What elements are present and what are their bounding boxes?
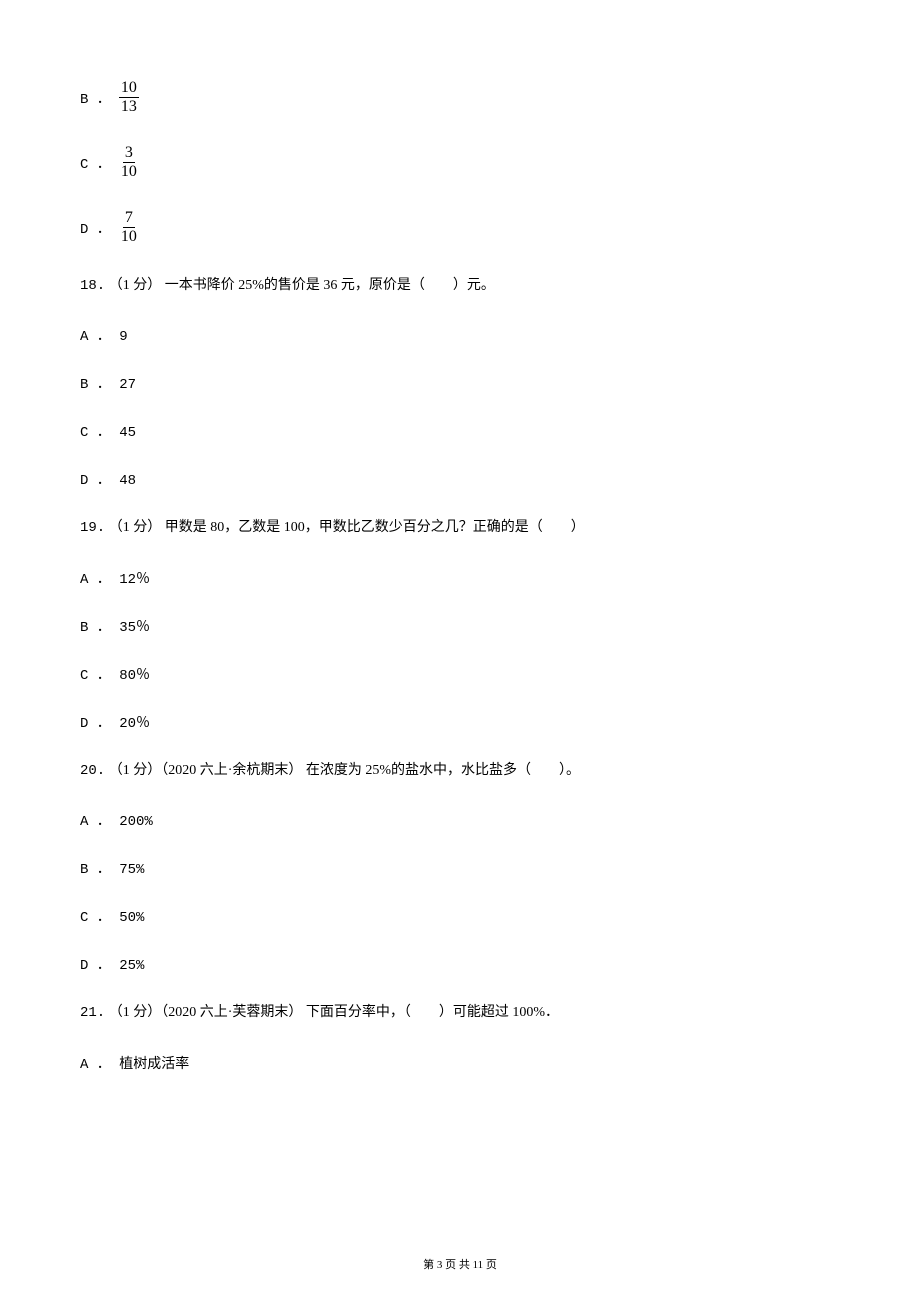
- fraction: 7 10: [119, 210, 139, 245]
- option-value: 25%: [119, 958, 144, 974]
- fraction-numerator: 7: [123, 210, 135, 228]
- option-label: C ．: [80, 668, 111, 684]
- option-c: C ． 45: [80, 421, 840, 441]
- question-19: 19. （1 分） 甲数是 80，乙数是 100，甲数比乙数少百分之几？正确的是…: [80, 517, 840, 539]
- option-label: B ．: [80, 862, 111, 878]
- option-a: A ． 植树成活率: [80, 1053, 840, 1073]
- question-meta: （1 分）（2020 六上·芙蓉期末）: [109, 1005, 303, 1020]
- option-a: A ． 200%: [80, 810, 840, 830]
- question-meta: （1 分）: [109, 278, 162, 293]
- fraction-numerator: 10: [119, 80, 139, 98]
- option-value: 80％: [119, 668, 150, 684]
- page-footer: 第 3 页 共 11 页: [0, 1256, 920, 1272]
- option-value: 45: [119, 425, 136, 441]
- option-value: 75%: [119, 862, 144, 878]
- option-label: B ．: [80, 88, 111, 108]
- option-value: 27: [119, 377, 136, 393]
- option-label: B ．: [80, 620, 111, 636]
- option-d: D ． 25%: [80, 954, 840, 974]
- question-18: 18. （1 分） 一本书降价 25%的售价是 36 元，原价是（ ）元。: [80, 275, 840, 297]
- option-label: A ．: [80, 814, 111, 830]
- option-label: D ．: [80, 473, 111, 489]
- option-value: 20％: [119, 716, 150, 732]
- fraction-denominator: 10: [119, 228, 139, 245]
- option-d: D ． 20％: [80, 712, 840, 732]
- question-meta: （1 分）（2020 六上·余杭期末）: [109, 763, 303, 778]
- option-value: 48: [119, 473, 136, 489]
- option-label: D ．: [80, 958, 111, 974]
- question-stem: 下面百分率中，（ ）可能超过 100%．: [306, 1005, 559, 1020]
- question-number: 18.: [80, 278, 105, 294]
- fraction: 3 10: [119, 145, 139, 180]
- option-a: A ． 12％: [80, 568, 840, 588]
- option-value: 50%: [119, 910, 144, 926]
- option-value: 200%: [119, 814, 153, 830]
- option-d: D ． 7 10: [80, 210, 840, 245]
- option-label: D ．: [80, 716, 111, 732]
- option-c: C ． 3 10: [80, 145, 840, 180]
- option-b: B ． 75%: [80, 858, 840, 878]
- option-b: B ． 27: [80, 373, 840, 393]
- option-c: C ． 50%: [80, 906, 840, 926]
- fraction-options-block: B ． 10 13 C ． 3 10 D ． 7 10: [80, 80, 840, 245]
- option-d: D ． 48: [80, 469, 840, 489]
- question-meta: （1 分）: [109, 520, 162, 535]
- question-21: 21. （1 分）（2020 六上·芙蓉期末） 下面百分率中，（ ）可能超过 1…: [80, 1002, 840, 1024]
- option-value: 植树成活率: [119, 1057, 189, 1072]
- question-number: 19.: [80, 520, 105, 536]
- question-stem: 甲数是 80，乙数是 100，甲数比乙数少百分之几？正确的是（ ）: [165, 520, 585, 535]
- option-value: 12％: [119, 572, 150, 588]
- option-label: A ．: [80, 572, 111, 588]
- option-value: 35％: [119, 620, 150, 636]
- fraction: 10 13: [119, 80, 139, 115]
- question-stem: 一本书降价 25%的售价是 36 元，原价是（ ）元。: [165, 278, 495, 293]
- option-label: C ．: [80, 425, 111, 441]
- option-b: B ． 35％: [80, 616, 840, 636]
- option-label: A ．: [80, 329, 111, 345]
- fraction-denominator: 13: [119, 98, 139, 115]
- option-value: 9: [119, 329, 127, 345]
- option-a: A ． 9: [80, 325, 840, 345]
- option-c: C ． 80％: [80, 664, 840, 684]
- fraction-numerator: 3: [123, 145, 135, 163]
- option-label: B ．: [80, 377, 111, 393]
- question-number: 20.: [80, 763, 105, 779]
- question-stem: 在浓度为 25%的盐水中，水比盐多（ ）。: [306, 763, 580, 778]
- question-number: 21.: [80, 1005, 105, 1021]
- option-label: C ．: [80, 910, 111, 926]
- page-container: B ． 10 13 C ． 3 10 D ． 7 10 18. （1 分） 一本…: [0, 0, 920, 1302]
- option-b: B ． 10 13: [80, 80, 840, 115]
- option-label: C ．: [80, 153, 111, 173]
- option-label: D ．: [80, 218, 111, 238]
- question-20: 20. （1 分）（2020 六上·余杭期末） 在浓度为 25%的盐水中，水比盐…: [80, 760, 840, 782]
- fraction-denominator: 10: [119, 163, 139, 180]
- option-label: A ．: [80, 1057, 111, 1073]
